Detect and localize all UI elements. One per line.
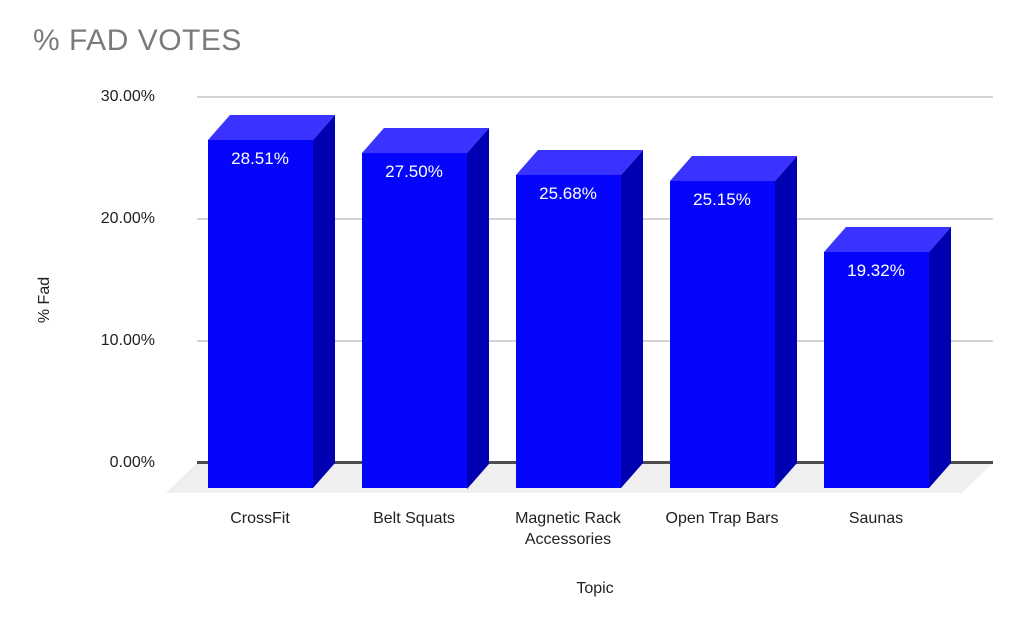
bar-side-face	[928, 227, 951, 488]
x-axis-category-label: CrossFit	[230, 510, 290, 527]
y-axis-tick-label: 30.00%	[100, 88, 155, 105]
bar[interactable]	[515, 174, 621, 488]
bar-side-face	[774, 156, 797, 488]
x-axis-category-label: Open Trap Bars	[665, 510, 779, 527]
bar-side-face	[466, 127, 489, 488]
chart-title: % FAD VOTES	[33, 24, 242, 57]
bar-value-label: 25.68%	[539, 183, 597, 203]
gridline	[197, 96, 993, 98]
y-axis-title: % Fad	[36, 276, 53, 324]
bar[interactable]	[823, 252, 929, 488]
y-axis-tick-label: 10.00%	[100, 332, 155, 349]
x-axis-category-label: Saunas	[848, 510, 904, 527]
x-axis-category-label: Magnetic Rack Accessories	[515, 510, 621, 548]
y-axis-tick-label: 20.00%	[100, 210, 155, 227]
x-axis-category-label: Belt Squats	[373, 510, 455, 527]
y-axis-tick-label: 0.00%	[109, 454, 155, 471]
bar-value-label: 28.51%	[231, 149, 289, 169]
x-axis-title: Topic	[576, 580, 614, 597]
bar-side-face	[620, 149, 643, 488]
bar[interactable]	[669, 181, 775, 488]
bar[interactable]	[207, 140, 313, 488]
bar-value-label: 19.32%	[847, 261, 905, 281]
bar-side-face	[312, 115, 335, 488]
bar-value-label: 25.15%	[693, 190, 751, 210]
bar-value-label: 27.50%	[385, 161, 443, 181]
bar[interactable]	[361, 152, 467, 488]
